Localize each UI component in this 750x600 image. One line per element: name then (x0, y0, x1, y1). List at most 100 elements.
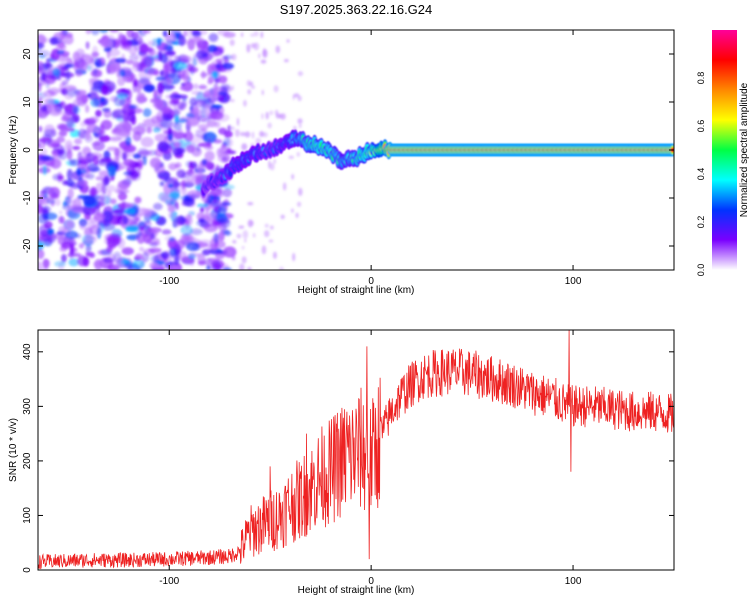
noise-blob (38, 156, 51, 161)
noise-blob (186, 241, 200, 252)
noise-blob (173, 61, 188, 70)
noise-blob (39, 103, 47, 113)
noise-blob (116, 92, 129, 99)
noise-blob (41, 206, 50, 214)
noise-blob (101, 177, 110, 186)
snr-series-line (38, 330, 674, 570)
snr-x-label: Height of straight line (km) (298, 585, 415, 596)
noise-blob (98, 170, 111, 177)
noise-blob (82, 220, 95, 225)
colorbar-tick-label: 0.6 (696, 120, 706, 133)
noise-blob (106, 190, 112, 197)
noise-blob (240, 131, 246, 137)
noise-blob (194, 99, 207, 108)
noise-blob (196, 145, 201, 152)
noise-blob (134, 217, 141, 222)
noise-blob (207, 243, 218, 255)
noise-blob (168, 236, 176, 242)
noise-blob (146, 237, 160, 245)
noise-blob (273, 158, 276, 164)
noise-blob (292, 252, 296, 262)
y-tick-label: 400 (22, 343, 33, 360)
noise-blob (55, 40, 67, 53)
noise-blob (261, 245, 267, 255)
noise-blob (238, 263, 245, 270)
noise-blob (101, 183, 107, 195)
noise-blob (93, 195, 104, 205)
x-tick-label: 0 (368, 576, 374, 587)
spectrogram-noise (38, 30, 304, 270)
noise-blob (201, 158, 208, 166)
noise-blob (251, 85, 256, 89)
noise-blob (208, 32, 219, 43)
noise-blob (78, 243, 85, 249)
noise-blob (109, 30, 120, 33)
noise-blob (222, 54, 234, 60)
noise-blob (38, 99, 41, 108)
noise-blob (178, 118, 188, 123)
noise-blob (241, 256, 247, 264)
noise-blob (191, 56, 198, 67)
colorbar: 0.0 0.2 0.4 0.6 0.8 Normalized spectral ampl… (696, 30, 750, 276)
noise-blob (241, 143, 248, 151)
noise-blob (154, 148, 164, 158)
noise-blob (123, 159, 135, 167)
noise-blob (135, 253, 144, 260)
noise-blob (43, 159, 53, 166)
noise-blob (226, 249, 233, 257)
noise-blob (89, 186, 97, 197)
noise-blob (138, 77, 150, 85)
noise-blob (95, 57, 102, 68)
noise-blob (165, 39, 177, 46)
noise-blob (246, 43, 251, 53)
noise-blob (198, 218, 206, 223)
noise-blob (151, 41, 162, 47)
noise-blob (236, 117, 240, 127)
noise-blob (180, 172, 192, 180)
noise-blob (215, 113, 230, 122)
noise-blob (144, 212, 151, 217)
noise-blob (197, 164, 203, 174)
y-tick-label: 0 (22, 147, 33, 153)
noise-blob (132, 81, 137, 93)
noise-blob (269, 162, 275, 171)
noise-blob (193, 83, 199, 90)
noise-blob (125, 59, 134, 65)
noise-blob (280, 113, 286, 120)
noise-blob (74, 138, 83, 145)
noise-blob (172, 147, 184, 157)
noise-blob (62, 79, 69, 86)
y-tick-label: 200 (22, 452, 33, 469)
noise-blob (212, 51, 222, 56)
noise-blob (58, 215, 65, 224)
noise-blob (206, 91, 212, 97)
noise-blob (241, 245, 245, 250)
noise-blob (162, 30, 168, 37)
noise-blob (175, 239, 185, 250)
noise-blob (166, 122, 180, 128)
noise-blob (117, 179, 131, 190)
noise-blob (236, 233, 242, 239)
noise-blob (77, 52, 85, 62)
noise-blob (56, 50, 65, 55)
noise-blob (167, 264, 178, 270)
noise-blob (125, 225, 139, 233)
noise-blob (66, 148, 73, 161)
noise-blob (143, 83, 156, 93)
snr-frame (37, 329, 675, 571)
noise-blob (65, 70, 71, 81)
noise-blob (49, 193, 60, 200)
noise-blob (117, 32, 123, 39)
noise-blob (161, 113, 173, 121)
noise-blob (229, 98, 235, 103)
noise-blob (38, 125, 43, 133)
noise-blob (216, 78, 224, 84)
noise-blob (166, 202, 172, 208)
noise-blob (80, 121, 87, 128)
noise-blob (129, 53, 140, 62)
noise-blob (99, 124, 105, 135)
noise-blob (137, 147, 149, 159)
noise-blob (92, 67, 98, 76)
noise-blob (38, 213, 49, 224)
noise-blob (195, 192, 203, 197)
